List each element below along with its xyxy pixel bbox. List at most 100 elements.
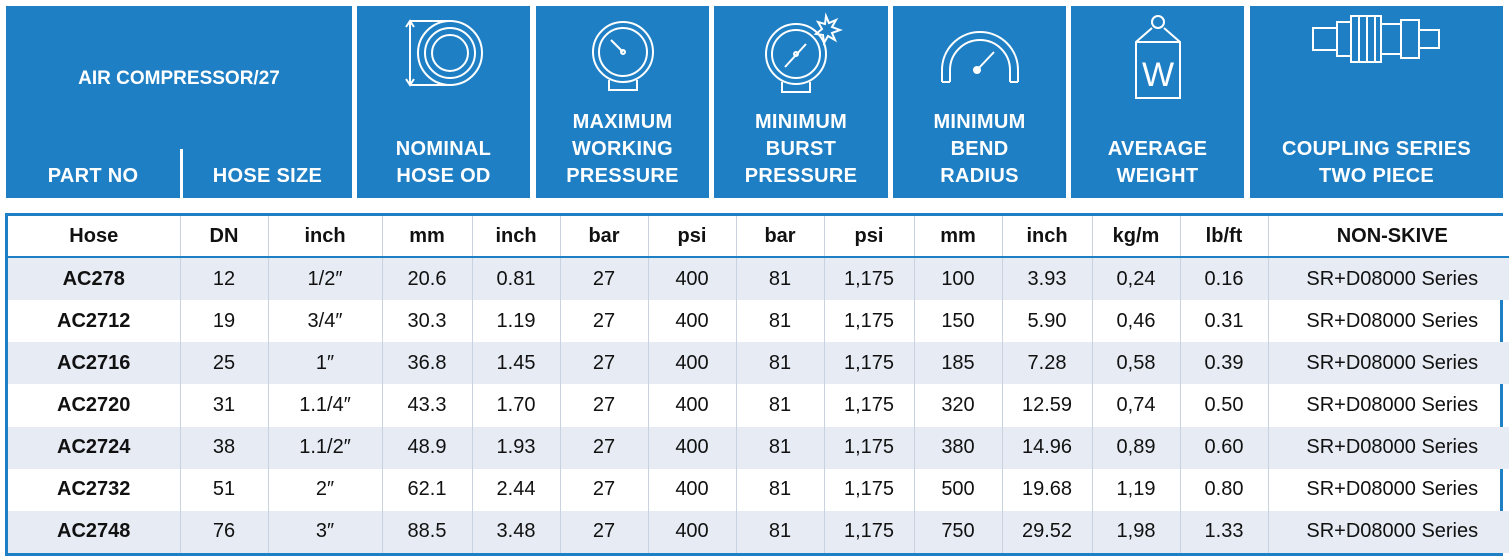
header-hose-size: HOSE SIZE	[183, 163, 352, 190]
table-row: AC2732 51 2″ 62.1 2.44 27 400 81 1,175 500 19.68 1,…	[8, 468, 1509, 511]
cell-max-bar: 27	[560, 300, 649, 343]
header-bend-radius: MINIMUM BEND RADIUS	[893, 6, 1066, 198]
cell-bend-inch: 12.59	[1002, 384, 1093, 427]
header-weight: W AVERAGE WEIGHT	[1071, 6, 1244, 198]
col-header-lb-ft: lb/ft	[1180, 216, 1269, 258]
header-nominal-od: NOMINAL HOSE OD	[357, 6, 530, 198]
coupling-line-2: TWO PIECE	[1319, 165, 1434, 187]
bend-radius-icon	[940, 31, 1019, 83]
cell-max-bar: 27	[560, 257, 649, 301]
bend-radius-line-3: RADIUS	[940, 165, 1019, 187]
cell-coupling: SR+D08000 Series	[1306, 478, 1479, 501]
cell-burst-psi: 1,175	[824, 468, 915, 511]
cell-max-psi: 400	[648, 342, 737, 385]
part-no-label: PART NO	[47, 165, 139, 187]
burst-pressure-line-1: MINIMUM	[754, 111, 848, 133]
cell-burst-psi: 1,175	[824, 384, 915, 427]
cell-od-inch: 2.44	[472, 468, 561, 511]
cell-coupling: SR+D08000 Series	[1268, 510, 1509, 553]
burst-pressure-line-3: PRESSURE	[744, 165, 858, 187]
cell-bend-mm: 750	[914, 510, 1003, 553]
cell-kg-m: 0,58	[1092, 342, 1181, 385]
cell-hose: AC2716	[8, 342, 181, 385]
col-header-max-bar: bar	[560, 216, 649, 258]
cell-kg-m: 0,46	[1092, 300, 1181, 343]
nominal-od-line-2: HOSE OD	[396, 165, 491, 187]
cell-max-psi: 400	[648, 300, 737, 343]
coupling-icon	[1311, 15, 1440, 63]
table-header-row: Hose DN inch mm inch bar psi bar psi mm …	[8, 216, 1509, 258]
cell-burst-psi: 1,175	[824, 342, 915, 385]
cell-coupling: SR+D08000 Series	[1268, 342, 1509, 385]
burst-gauge-icon	[765, 12, 843, 93]
weight-icon: W	[1134, 15, 1181, 99]
cell-od-mm: 62.1	[382, 468, 473, 511]
cell-bend-mm: 185	[914, 342, 1003, 385]
cell-kg-m: 0,24	[1092, 257, 1181, 301]
cell-dn: 31	[180, 384, 269, 427]
cell-bend-mm: 500	[914, 468, 1003, 511]
cell-od-inch: 0.81	[472, 257, 561, 301]
burst-pressure-line-2: BURST	[765, 138, 837, 160]
cell-bend-inch: 14.96	[1002, 426, 1093, 469]
col-header-burst-bar: bar	[736, 216, 825, 258]
hose-spec-table: Hose DN inch mm inch bar psi bar psi mm …	[5, 213, 1509, 556]
cell-lb-ft: 0.16	[1180, 257, 1269, 301]
table-row: AC2748 76 3″ 88.5 3.48 27 400 81 1,175 750 29.52 1,…	[8, 510, 1509, 553]
cell-od-inch: 1.70	[472, 384, 561, 427]
cell-max-bar: 27	[560, 384, 649, 427]
table-body: AC278 12 1/2″ 20.6 0.81 27 400 81 1,175 100 3.93 0,…	[8, 257, 1509, 553]
cell-od-mm: 30.3	[382, 300, 473, 343]
cell-burst-bar: 81	[736, 300, 825, 343]
cell-dn: 76	[180, 510, 269, 553]
cell-size-inch: 1/2″	[268, 257, 383, 301]
cell-bend-mm: 150	[914, 300, 1003, 343]
col-header-non-skive: NON-SKIVE	[1268, 216, 1509, 258]
cell-burst-psi: 1,175	[824, 426, 915, 469]
cell-od-inch: 3.48	[472, 510, 561, 553]
cell-od-inch: 1.19	[472, 300, 561, 343]
header-divider	[180, 149, 183, 198]
cell-lb-ft: 0.50	[1180, 384, 1269, 427]
cell-max-psi: 400	[648, 384, 737, 427]
coupling-line-1: COUPLING SERIES	[1282, 138, 1471, 160]
col-header-bend-inch: inch	[1002, 216, 1093, 258]
cell-hose: AC2712	[8, 300, 181, 343]
cell-max-psi: 400	[648, 510, 737, 553]
cell-hose: AC2732	[8, 468, 181, 511]
cell-dn: 19	[180, 300, 269, 343]
cell-bend-mm: 380	[914, 426, 1003, 469]
cell-bend-inch: 5.90	[1002, 300, 1093, 343]
hose-size-label: HOSE SIZE	[212, 165, 323, 187]
col-header-dn: DN	[180, 216, 269, 258]
cell-kg-m: 1,19	[1092, 468, 1181, 511]
cell-od-mm: 43.3	[382, 384, 473, 427]
cell-hose: AC2748	[8, 510, 181, 553]
cell-max-bar: 27	[560, 426, 649, 469]
hose-od-icon	[404, 19, 483, 87]
cell-burst-bar: 81	[736, 257, 825, 301]
cell-burst-bar: 81	[736, 384, 825, 427]
cell-coupling: SR+D08000 Series	[1268, 257, 1509, 301]
cell-lb-ft: 0.60	[1180, 426, 1269, 469]
col-header-burst-psi: psi	[824, 216, 915, 258]
cell-hose: AC2724	[8, 426, 181, 469]
col-header-size-inch: inch	[268, 216, 383, 258]
cell-burst-psi: 1,175	[824, 257, 915, 301]
cell-burst-psi: 1,175	[824, 300, 915, 343]
bend-radius-line-1: MINIMUM	[933, 111, 1026, 133]
cell-od-inch: 1.93	[472, 426, 561, 469]
cell-burst-bar: 81	[736, 342, 825, 385]
col-header-max-psi: psi	[648, 216, 737, 258]
cell-lb-ft: 0.31	[1180, 300, 1269, 343]
cell-max-bar: 27	[560, 468, 649, 511]
cell-size-inch: 1.1/4″	[268, 384, 383, 427]
cell-dn: 25	[180, 342, 269, 385]
table-row: AC2712 19 3/4″ 30.3 1.19 27 400 81 1,175 150 5.90 0…	[8, 300, 1509, 343]
cell-max-bar: 27	[560, 510, 649, 553]
header-part-no: PART NO	[6, 163, 180, 190]
cell-kg-m: 1,98	[1092, 510, 1181, 553]
cell-bend-inch: 7.28	[1002, 342, 1093, 385]
max-pressure-line-1: MAXIMUM	[572, 111, 673, 133]
cell-burst-psi: 1,175	[824, 510, 915, 553]
